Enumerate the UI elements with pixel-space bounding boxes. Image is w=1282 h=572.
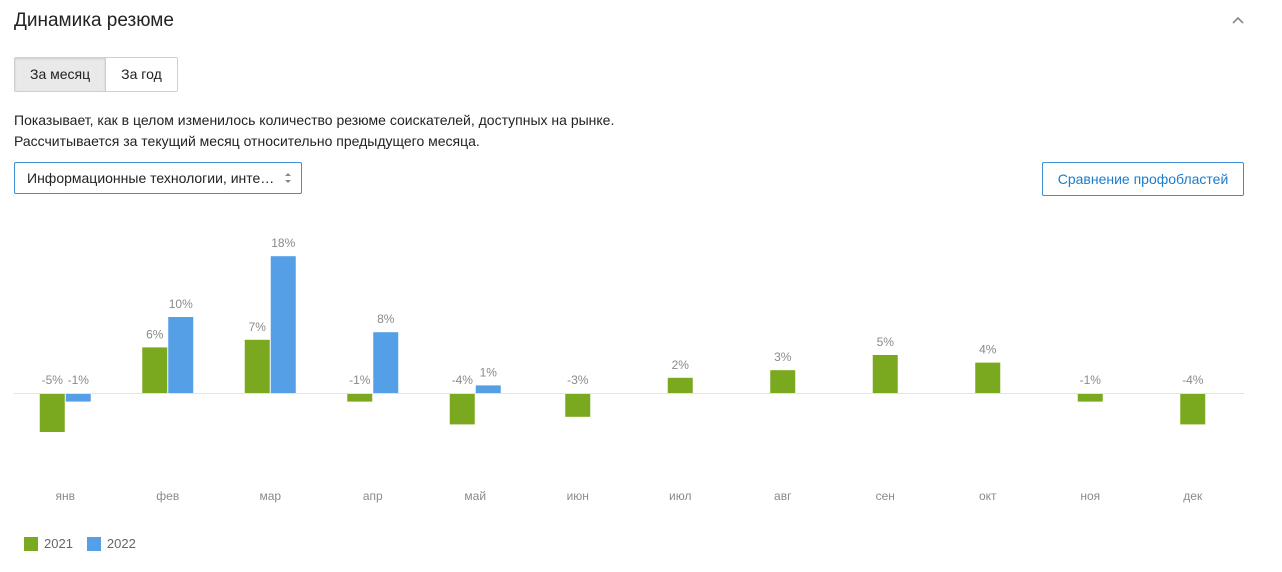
bar-2021-апр bbox=[347, 394, 373, 402]
select-arrows-icon bbox=[285, 173, 291, 183]
data-label-2022-апр: 8% bbox=[377, 312, 395, 326]
legend-item-2021: 2021 bbox=[24, 536, 73, 551]
bar-2022-фев bbox=[168, 317, 194, 393]
legend-label-2022: 2022 bbox=[106, 536, 136, 551]
x-tick-label-авг: авг bbox=[774, 489, 792, 503]
data-label-2021-окт: 4% bbox=[979, 343, 997, 357]
x-tick-label-окт: окт bbox=[979, 489, 997, 503]
x-tick-label-июн: июн bbox=[567, 489, 589, 503]
legend-swatch-2022 bbox=[86, 536, 101, 551]
data-label-2021-июн: -3% bbox=[567, 373, 589, 387]
profarea-select[interactable]: Информационные технологии, инте… bbox=[14, 162, 302, 194]
page-title: Динамика резюме bbox=[14, 10, 174, 31]
bar-2021-ноя bbox=[1077, 394, 1103, 402]
bar-2021-фев bbox=[142, 347, 168, 393]
data-label-2021-авг: 3% bbox=[774, 350, 792, 364]
data-label-2021-ноя: -1% bbox=[1080, 373, 1102, 387]
chart-legend: 2021 2022 bbox=[24, 536, 136, 551]
profarea-select-value: Информационные технологии, инте… bbox=[27, 170, 275, 186]
data-label-2022-фев: 10% bbox=[169, 297, 193, 311]
legend-item-2022: 2022 bbox=[86, 536, 136, 551]
x-tick-label-дек: дек bbox=[1183, 489, 1203, 503]
data-label-2021-сен: 5% bbox=[877, 335, 895, 349]
period-tabs: За месяц За год bbox=[14, 57, 178, 92]
bar-2021-янв bbox=[39, 394, 65, 432]
x-tick-label-сен: сен bbox=[876, 489, 895, 503]
data-label-2022-мар: 18% bbox=[271, 236, 295, 250]
x-tick-label-мар: мар bbox=[259, 489, 281, 503]
bar-2021-дек bbox=[1180, 394, 1206, 425]
collapse-button[interactable] bbox=[1230, 10, 1246, 30]
data-label-2021-фев: 6% bbox=[146, 327, 164, 341]
data-label-2021-дек: -4% bbox=[1182, 373, 1204, 387]
data-label-2021-июл: 2% bbox=[672, 358, 690, 372]
x-tick-label-янв: янв bbox=[56, 489, 76, 503]
description-line-2: Рассчитывается за текущий месяц относите… bbox=[14, 133, 480, 149]
bar-2021-июл bbox=[667, 377, 693, 393]
x-tick-label-май: май bbox=[464, 489, 486, 503]
bar-2022-мар bbox=[270, 256, 296, 393]
tab-year[interactable]: За год bbox=[105, 58, 177, 91]
bar-2022-май bbox=[475, 385, 501, 393]
bar-2022-апр bbox=[373, 332, 399, 393]
data-label-2021-мар: 7% bbox=[249, 320, 267, 334]
description: Показывает, как в целом изменилось колич… bbox=[14, 110, 614, 152]
legend-label-2021: 2021 bbox=[44, 536, 73, 551]
data-label-2021-апр: -1% bbox=[349, 373, 371, 387]
x-tick-label-фев: фев bbox=[156, 489, 179, 503]
bar-2021-окт bbox=[975, 362, 1001, 393]
bar-2022-янв bbox=[65, 394, 91, 402]
data-label-2022-май: 1% bbox=[480, 365, 498, 379]
x-tick-label-ноя: ноя bbox=[1080, 489, 1100, 503]
legend-swatch-2021 bbox=[24, 536, 38, 551]
bar-2021-сен bbox=[872, 355, 898, 393]
description-line-1: Показывает, как в целом изменилось колич… bbox=[14, 112, 615, 128]
x-tick-label-апр: апр bbox=[363, 489, 383, 503]
bar-2021-май bbox=[449, 394, 475, 425]
compare-profareas-button[interactable]: Сравнение профобластей bbox=[1042, 162, 1244, 196]
data-label-2021-янв: -5% bbox=[42, 373, 64, 387]
resume-dynamics-chart: -5% -1% янв 6% 10% фев 7% 18% мар -1% 8% апр -4% 1% ма… bbox=[14, 236, 1244, 503]
tab-month[interactable]: За месяц bbox=[15, 58, 106, 91]
x-tick-label-июл: июл bbox=[669, 489, 691, 503]
bar-2021-авг bbox=[770, 370, 796, 393]
bar-2021-июн bbox=[565, 394, 591, 417]
data-label-2021-май: -4% bbox=[452, 373, 474, 387]
chevron-up-icon bbox=[1232, 16, 1244, 24]
bar-2021-мар bbox=[244, 339, 270, 393]
data-label-2022-янв: -1% bbox=[68, 373, 90, 387]
